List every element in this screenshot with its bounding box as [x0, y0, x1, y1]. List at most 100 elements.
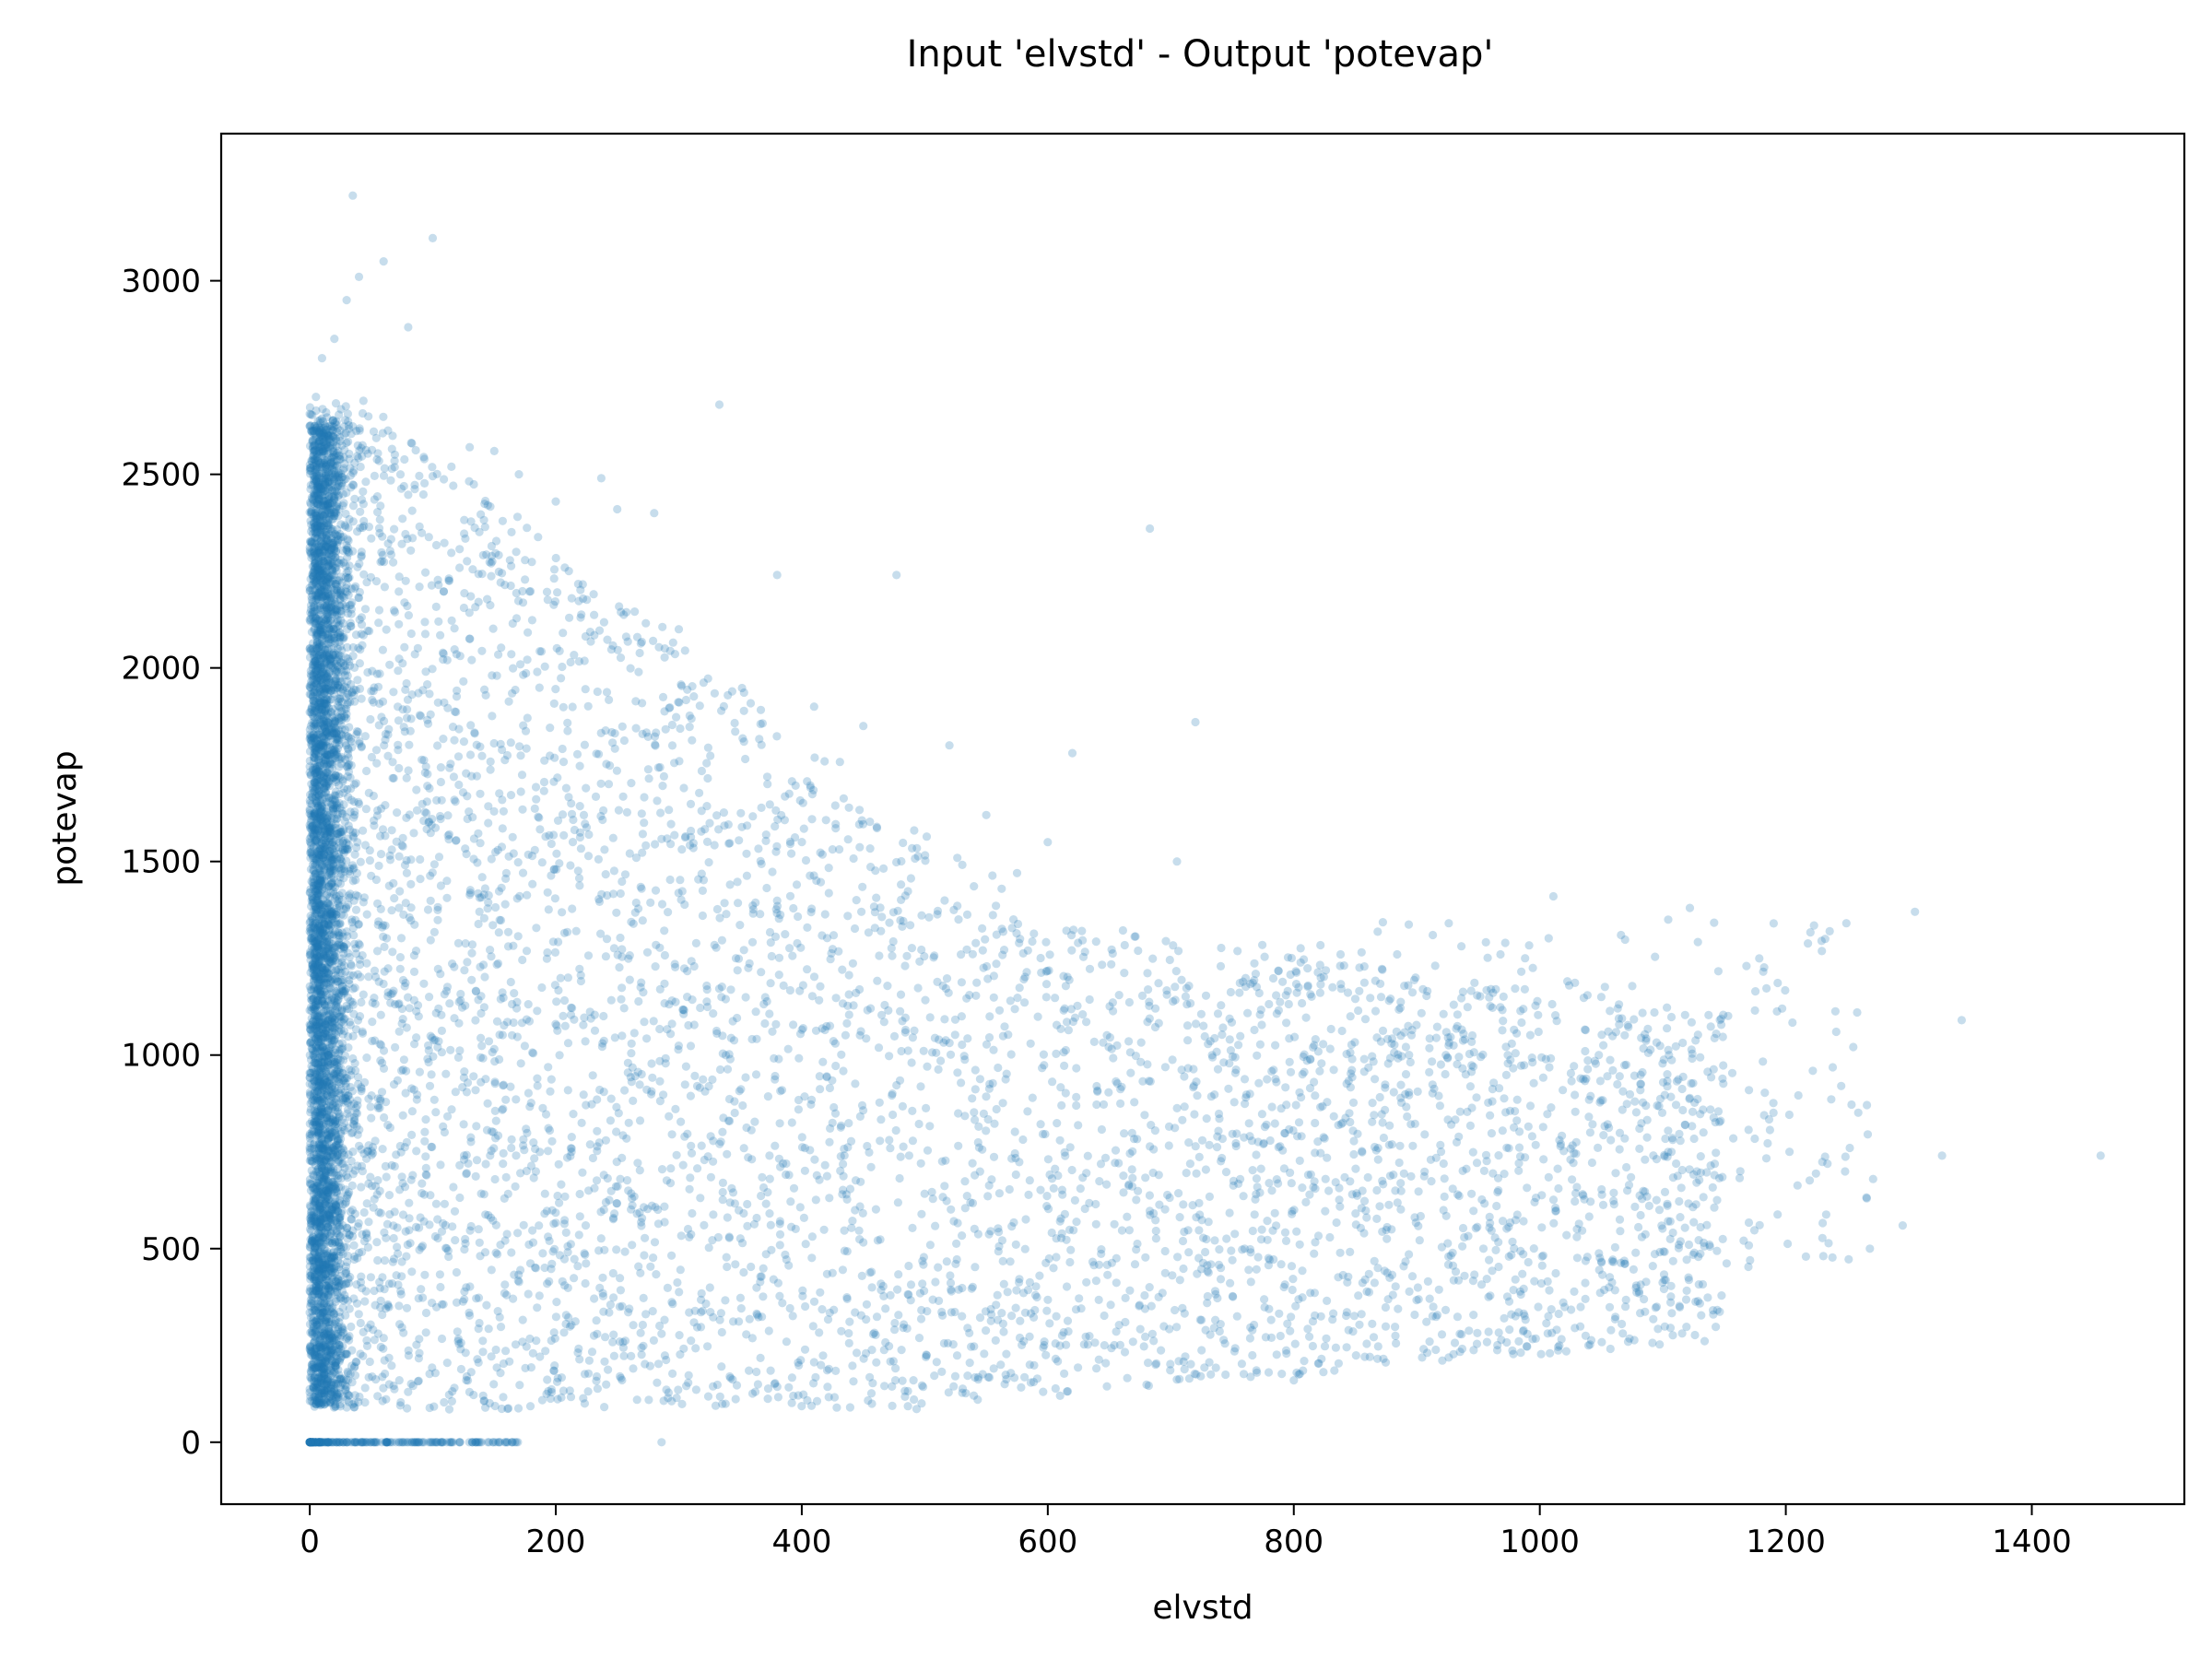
data-point	[350, 1371, 360, 1380]
data-point	[313, 582, 323, 591]
data-point	[1286, 1067, 1296, 1077]
data-point	[386, 476, 395, 485]
data-point	[327, 1036, 336, 1045]
data-point	[1021, 1215, 1030, 1224]
data-point	[774, 971, 783, 980]
data-point	[1248, 1166, 1257, 1175]
data-point	[313, 1296, 323, 1305]
data-point	[328, 431, 337, 441]
data-point	[312, 491, 321, 500]
data-point	[310, 603, 319, 612]
data-point	[344, 1391, 353, 1400]
data-point	[338, 845, 347, 854]
data-point	[341, 1199, 350, 1208]
data-point	[321, 1284, 331, 1293]
data-point	[1103, 1270, 1112, 1279]
data-point	[922, 1351, 932, 1360]
data-point	[879, 1018, 888, 1027]
data-point	[313, 766, 323, 776]
data-point	[885, 918, 894, 927]
data-point	[544, 1063, 553, 1072]
data-point	[844, 1329, 853, 1338]
data-point	[327, 1381, 336, 1390]
data-point	[1710, 1033, 1719, 1042]
data-point	[314, 477, 324, 487]
data-point	[314, 683, 324, 692]
data-point	[311, 1395, 320, 1405]
data-point	[307, 800, 316, 809]
data-point	[335, 620, 344, 629]
data-point	[1298, 1266, 1307, 1276]
data-point	[338, 775, 347, 784]
data-point	[1172, 857, 1182, 866]
data-point	[982, 1126, 991, 1135]
data-point	[1005, 1184, 1014, 1194]
data-point	[317, 1196, 326, 1206]
data-point	[1039, 1050, 1048, 1059]
data-point	[892, 571, 901, 580]
data-point	[401, 576, 410, 585]
data-point	[311, 553, 320, 562]
data-point	[789, 1020, 798, 1030]
data-point	[374, 618, 383, 628]
data-point	[316, 694, 325, 703]
data-point	[317, 1370, 326, 1379]
data-point	[324, 1376, 333, 1385]
data-point	[343, 1109, 352, 1118]
data-point	[325, 1342, 335, 1351]
data-point	[347, 1181, 357, 1190]
data-point	[345, 723, 354, 732]
data-point	[321, 707, 330, 716]
data-point	[341, 572, 350, 582]
data-point	[1868, 1174, 1877, 1183]
data-point	[315, 547, 324, 557]
data-point	[426, 935, 435, 945]
data-point	[1012, 868, 1022, 877]
data-point	[1500, 1313, 1509, 1323]
data-point	[358, 408, 368, 418]
data-point	[1119, 1171, 1128, 1181]
data-point	[307, 1359, 317, 1369]
data-point	[1376, 993, 1386, 1002]
data-point	[316, 1037, 325, 1046]
data-point	[600, 1403, 609, 1412]
data-point	[844, 971, 853, 980]
data-point	[1070, 1195, 1079, 1205]
data-point	[472, 1122, 481, 1131]
data-point	[594, 854, 604, 865]
data-point	[339, 948, 348, 959]
data-point	[308, 664, 317, 673]
data-point	[635, 648, 644, 658]
data-point	[895, 1173, 904, 1183]
data-point	[1225, 1035, 1234, 1044]
data-point	[1360, 1275, 1370, 1284]
data-point	[1267, 1066, 1277, 1076]
data-point	[318, 417, 328, 426]
data-point	[1104, 1088, 1113, 1097]
data-point	[1554, 1183, 1563, 1194]
data-point	[344, 1124, 353, 1133]
data-point	[1359, 978, 1369, 987]
data-point	[343, 784, 352, 794]
data-point	[1216, 1275, 1226, 1284]
data-point	[1428, 1057, 1437, 1066]
data-point	[315, 429, 324, 438]
data-point	[1534, 1027, 1543, 1037]
data-point	[331, 1128, 340, 1137]
data-point	[307, 1360, 316, 1370]
data-point	[1449, 1000, 1458, 1009]
data-point	[1181, 992, 1190, 1001]
data-point	[563, 973, 573, 982]
data-point	[334, 1156, 343, 1165]
data-point	[600, 1357, 609, 1366]
data-point	[325, 443, 335, 453]
data-point	[772, 571, 782, 580]
data-point	[527, 616, 537, 625]
data-point	[1143, 969, 1152, 978]
data-point	[1517, 1018, 1526, 1028]
data-point	[312, 885, 321, 894]
data-point	[555, 1051, 564, 1060]
data-point	[739, 1267, 748, 1277]
data-point	[317, 354, 326, 363]
data-point	[314, 1128, 324, 1137]
